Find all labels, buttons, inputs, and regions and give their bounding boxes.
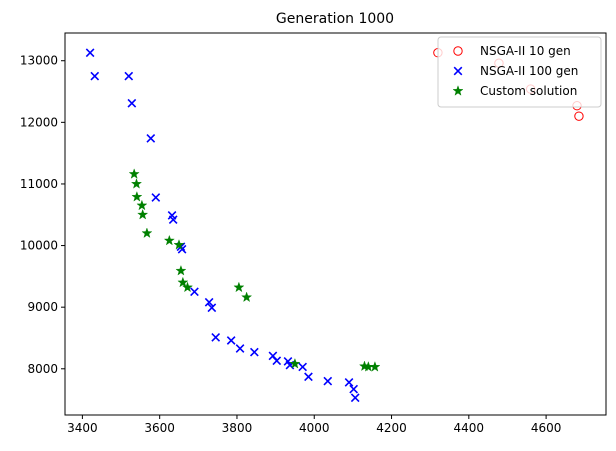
data-point-series-2 xyxy=(235,344,245,353)
x-tick-label: 4200 xyxy=(376,421,407,435)
x-tick-label: 4600 xyxy=(531,421,562,435)
data-point-series-3 xyxy=(131,191,143,202)
data-point-series-3 xyxy=(369,361,381,372)
data-point-series-3 xyxy=(173,239,185,250)
data-point-series-2 xyxy=(272,356,282,366)
data-point-series-3 xyxy=(177,276,189,288)
data-point-series-3 xyxy=(289,358,301,369)
plot-area xyxy=(85,48,584,403)
data-point-series-1 xyxy=(574,111,584,121)
legend-marker-series-2 xyxy=(453,66,463,76)
data-point-series-2 xyxy=(124,71,134,81)
data-point-series-2 xyxy=(211,333,221,342)
data-point-series-2 xyxy=(146,133,156,143)
data-point-series-3 xyxy=(136,199,148,211)
axes-frame xyxy=(64,32,607,416)
data-point-series-2 xyxy=(204,297,214,307)
data-point-series-2 xyxy=(127,98,137,108)
y-tick-label: 12000 xyxy=(20,115,58,129)
legend-label-series-2: NSGA-II 100 gen xyxy=(480,64,578,78)
data-point-series-3 xyxy=(141,227,153,238)
y-tick-label: 10000 xyxy=(20,239,58,253)
data-point-series-2 xyxy=(249,347,259,357)
data-point-series-2 xyxy=(168,215,178,225)
data-point-series-2 xyxy=(90,71,100,81)
data-point-series-3 xyxy=(175,265,187,276)
data-point-series-2 xyxy=(190,287,199,297)
data-point-series-2 xyxy=(350,393,360,403)
x-tick-label: 3800 xyxy=(222,421,253,435)
axes: 3400 3600 3800 4000 4200 4400 4600 8000 9000 1000… xyxy=(20,32,607,435)
data-point-series-2 xyxy=(226,336,236,345)
legend-marker-series-1 xyxy=(453,46,463,56)
legend: NSGA-II 10 gen NSGA-II 100 gen Custom solu… xyxy=(437,36,602,108)
data-point-series-3 xyxy=(241,291,253,303)
data-point-series-3 xyxy=(137,208,149,220)
legend-label-series-3: Custom solution xyxy=(480,84,577,98)
y-tick-label: 8000 xyxy=(27,362,58,376)
data-point-series-3 xyxy=(163,234,175,246)
y-tick-label: 13000 xyxy=(20,54,58,68)
y-tick-label: 11000 xyxy=(20,177,58,191)
data-point-series-2 xyxy=(304,372,313,382)
data-point-series-2 xyxy=(349,384,359,394)
chart-title: Generation 1000 xyxy=(276,11,394,27)
x-tick-label: 4000 xyxy=(299,421,330,435)
data-point-series-3 xyxy=(130,178,143,189)
data-point-series-2 xyxy=(151,193,161,202)
data-point-series-3 xyxy=(181,281,194,293)
x-tick-label: 3400 xyxy=(67,421,98,435)
data-point-series-2 xyxy=(344,377,354,387)
data-point-series-3 xyxy=(233,281,245,293)
legend-label-series-1: NSGA-II 10 gen xyxy=(480,44,571,58)
y-tick-label: 9000 xyxy=(27,300,58,314)
data-point-series-2 xyxy=(298,362,308,372)
data-point-series-2 xyxy=(207,303,217,313)
x-tick-label: 4400 xyxy=(454,421,485,435)
legend-marker-series-3 xyxy=(452,85,464,96)
data-point-series-3 xyxy=(128,168,140,179)
data-point-series-2 xyxy=(323,376,333,386)
legend-box xyxy=(437,36,602,108)
data-point-series-2 xyxy=(85,48,95,58)
x-tick-label: 3600 xyxy=(144,421,175,435)
